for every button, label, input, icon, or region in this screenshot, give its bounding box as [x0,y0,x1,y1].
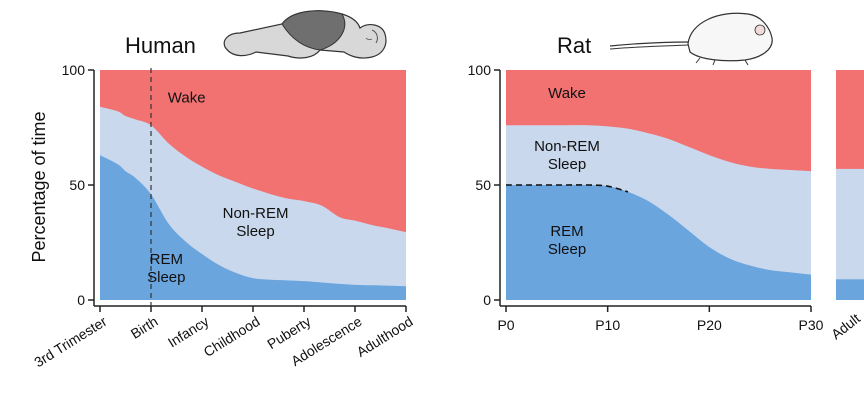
rat-x-tick-label: P30 [799,317,824,333]
human-areas [100,70,406,300]
adult-bar-rem-sleep [836,279,864,300]
human-x-tick-label: Birth [128,313,161,342]
rat-label-non-rem-sleep: Non-REM [534,138,600,155]
rat-axes: 0 50 100 P0 P10 P20 P30 [468,62,824,333]
sleeping-baby-icon [223,10,387,59]
adult-tick-label: Adult [828,310,863,342]
rat-area-rem-sleep [506,184,811,300]
human-label-non-rem-sleep: Sleep [236,223,274,240]
rat-title: Rat [557,33,591,58]
human-label-rem-sleep: Sleep [147,269,185,286]
rat-x-tick-label: P10 [595,317,620,333]
rat-label-non-rem-sleep: Sleep [548,156,586,173]
adult-bars [836,70,864,300]
rat-y-tick-label: 50 [475,177,491,193]
human-x-tick-label: 3rd Trimester [31,313,110,370]
human-x-tick-label: Adulthood [354,313,416,360]
rat-label-rem-sleep: REM [550,223,583,240]
human-label-rem-sleep: REM [150,251,183,268]
rat-areas [506,70,811,301]
rat-y-tick-label: 0 [483,292,491,308]
rat-x-tick-label: P20 [697,317,722,333]
rat-label-wake: Wake [548,85,586,102]
human-y-tick-label: 0 [77,292,85,308]
rat-x-tick-label: P0 [497,317,514,333]
human-area-rem-sleep [100,155,406,300]
human-y-tick-label: 50 [69,177,85,193]
human-x-tick-label: Childhood [201,313,263,360]
human-y-tick-label: 100 [62,62,86,78]
adult-panel: Adult [828,70,864,342]
human-title: Human [125,33,196,58]
sleeping-rat-icon [609,12,773,66]
rat-rem-dashed-boundary [505,184,629,193]
adult-bar-non-rem-sleep [836,168,864,300]
human-label-wake: Wake [168,90,206,107]
human-label-non-rem-sleep: Non-REM [223,205,289,222]
rat-y-tick-label: 100 [468,62,492,78]
rat-label-rem-sleep: Sleep [548,241,586,258]
human-y-axis-label: Percentage of time [29,111,49,262]
